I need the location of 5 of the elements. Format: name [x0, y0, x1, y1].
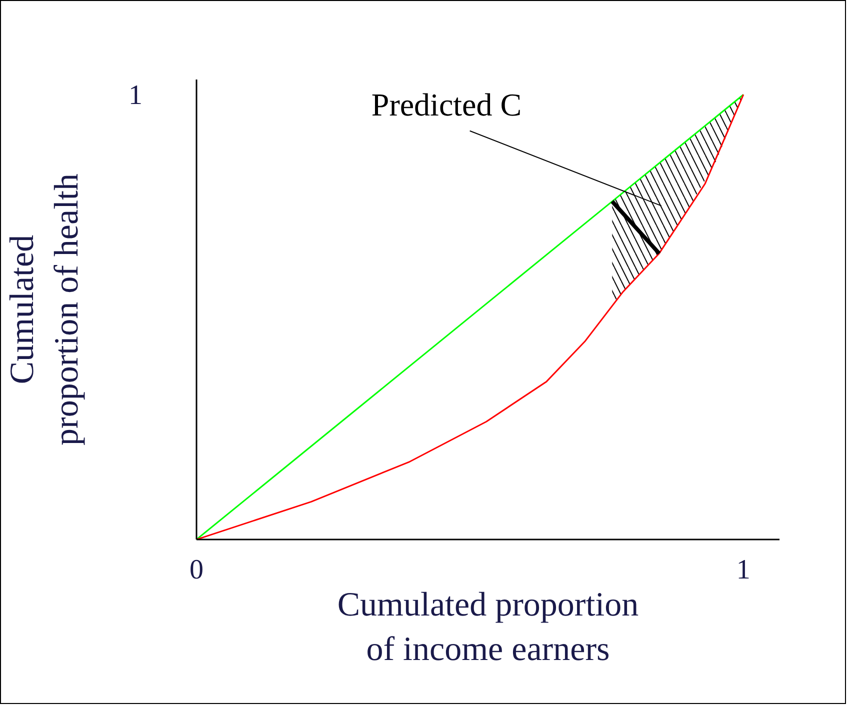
- x-tick-label: 0: [190, 554, 204, 586]
- x-axis-title: Cumulated proportion of income earners: [337, 586, 639, 668]
- y-axis-title: Cumulated proportion of health: [4, 174, 86, 446]
- annotation: Predicted C: [371, 86, 522, 122]
- text: 1: [128, 80, 142, 112]
